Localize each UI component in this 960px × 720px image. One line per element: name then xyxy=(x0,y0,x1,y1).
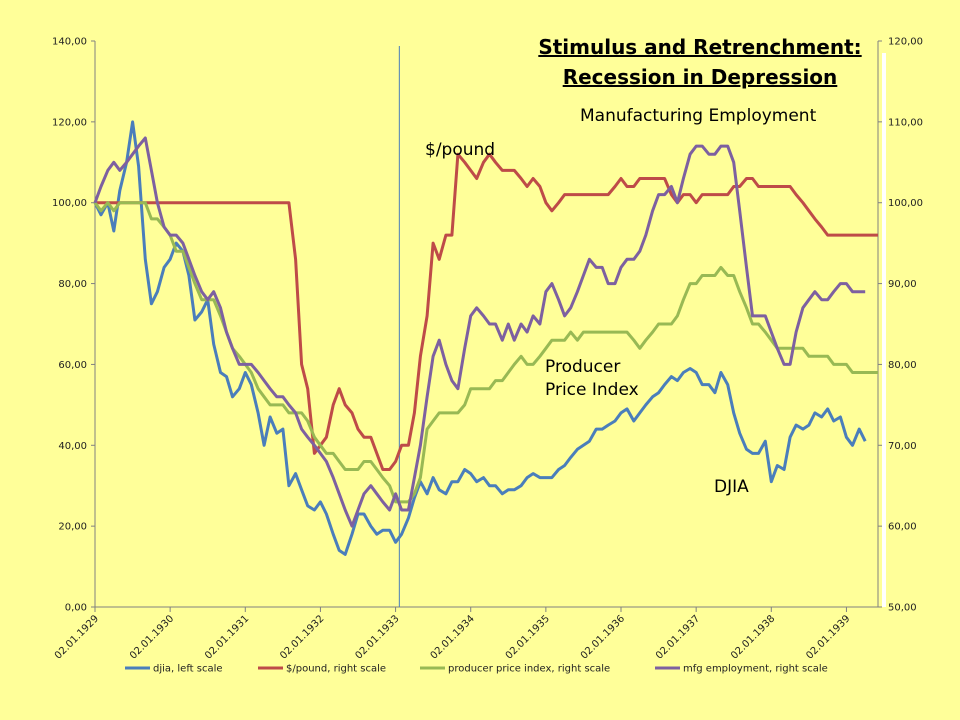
legend-label: producer price index, right scale xyxy=(448,664,610,675)
series-line-0 xyxy=(93,120,867,556)
left-tick-label: 100,00 xyxy=(52,198,87,209)
right-tick-label: 60,00 xyxy=(888,522,917,533)
series-line-2 xyxy=(93,201,878,504)
x-tick-label: 02.01.1935 xyxy=(504,613,552,661)
right-tick-label: 80,00 xyxy=(888,360,917,371)
series-line-3 xyxy=(93,136,866,528)
x-tick-label: 02.01.1930 xyxy=(128,613,176,661)
x-tick-label: 02.01.1934 xyxy=(429,613,477,661)
right-tick-label: 100,00 xyxy=(888,198,923,209)
x-tick-label: 02.01.1938 xyxy=(729,613,777,661)
x-tick-label: 02.01.1933 xyxy=(353,613,401,661)
chart-title-line: Recession in Depression xyxy=(563,65,838,89)
legend-label: $/pound, right scale xyxy=(286,664,386,675)
right-tick-label: 90,00 xyxy=(888,279,917,290)
right-tick-label: 110,00 xyxy=(888,117,923,128)
x-tick-label: 02.01.1931 xyxy=(203,613,251,661)
left-tick-label: 0,00 xyxy=(65,603,87,614)
legend-label: djia, left scale xyxy=(153,664,223,675)
annotation: DJIA xyxy=(714,477,749,497)
left-tick-label: 140,00 xyxy=(52,37,87,48)
annotation: $/pound xyxy=(425,140,495,160)
right-edge-strip xyxy=(882,53,886,607)
x-tick-label: 02.01.1932 xyxy=(278,613,326,661)
right-tick-label: 120,00 xyxy=(888,37,923,48)
x-tick-label: 02.01.1937 xyxy=(654,613,702,661)
left-tick-label: 80,00 xyxy=(58,279,87,290)
left-tick-label: 120,00 xyxy=(52,117,87,128)
right-tick-label: 50,00 xyxy=(888,603,917,614)
series-line-1 xyxy=(95,152,878,471)
x-tick-label: 02.01.1939 xyxy=(804,613,852,661)
left-tick-label: 20,00 xyxy=(58,522,87,533)
right-tick-label: 70,00 xyxy=(888,441,917,452)
x-tick-label: 02.01.1929 xyxy=(53,613,101,661)
x-tick-label: 02.01.1936 xyxy=(579,613,627,661)
annotation: Producer Price Index xyxy=(545,357,639,400)
annotation: Manufacturing Employment xyxy=(580,106,817,126)
left-tick-label: 60,00 xyxy=(58,360,87,371)
chart-title-line: Stimulus and Retrenchment: xyxy=(538,35,861,59)
legend-label: mfg employment, right scale xyxy=(683,664,828,675)
left-tick-label: 40,00 xyxy=(58,441,87,452)
